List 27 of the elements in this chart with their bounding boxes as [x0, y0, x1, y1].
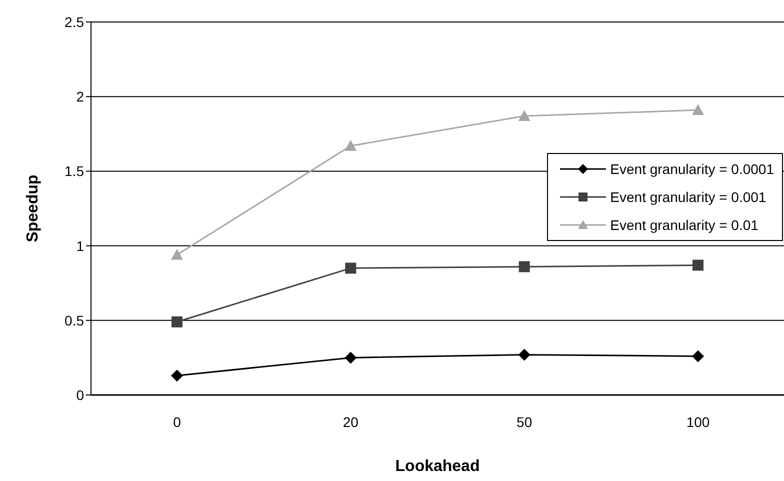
legend-label: Event granularity = 0.0001: [610, 161, 774, 177]
x-tick-label: 0: [173, 414, 182, 430]
point: [171, 370, 183, 382]
y-tick-label: 2.5: [64, 14, 84, 30]
point: [692, 260, 704, 271]
point: [171, 248, 183, 260]
point: [518, 348, 530, 361]
y-tick-label: 1: [76, 238, 84, 254]
point: [692, 350, 704, 362]
x-tick-label: 100: [686, 414, 710, 430]
legend-label: Event granularity = 0.001: [610, 189, 766, 205]
x-axis-title: Lookahead: [395, 458, 480, 475]
point: [345, 262, 356, 274]
y-tick-label: 2: [76, 88, 84, 105]
legend-label: Event granularity = 0.01: [610, 217, 758, 233]
point: [692, 104, 704, 116]
y-tick-label: 0.5: [64, 312, 84, 328]
point: [518, 110, 530, 121]
x-tick-label: 50: [516, 414, 532, 430]
point: [344, 140, 357, 151]
y-tick-label: 1.5: [64, 163, 84, 180]
point: [344, 352, 357, 364]
y-axis-title: Speedup: [24, 174, 42, 242]
point: [172, 316, 182, 328]
point: [518, 261, 530, 272]
x-tick-label: 20: [342, 414, 359, 430]
y-tick-label: 0: [76, 386, 84, 403]
